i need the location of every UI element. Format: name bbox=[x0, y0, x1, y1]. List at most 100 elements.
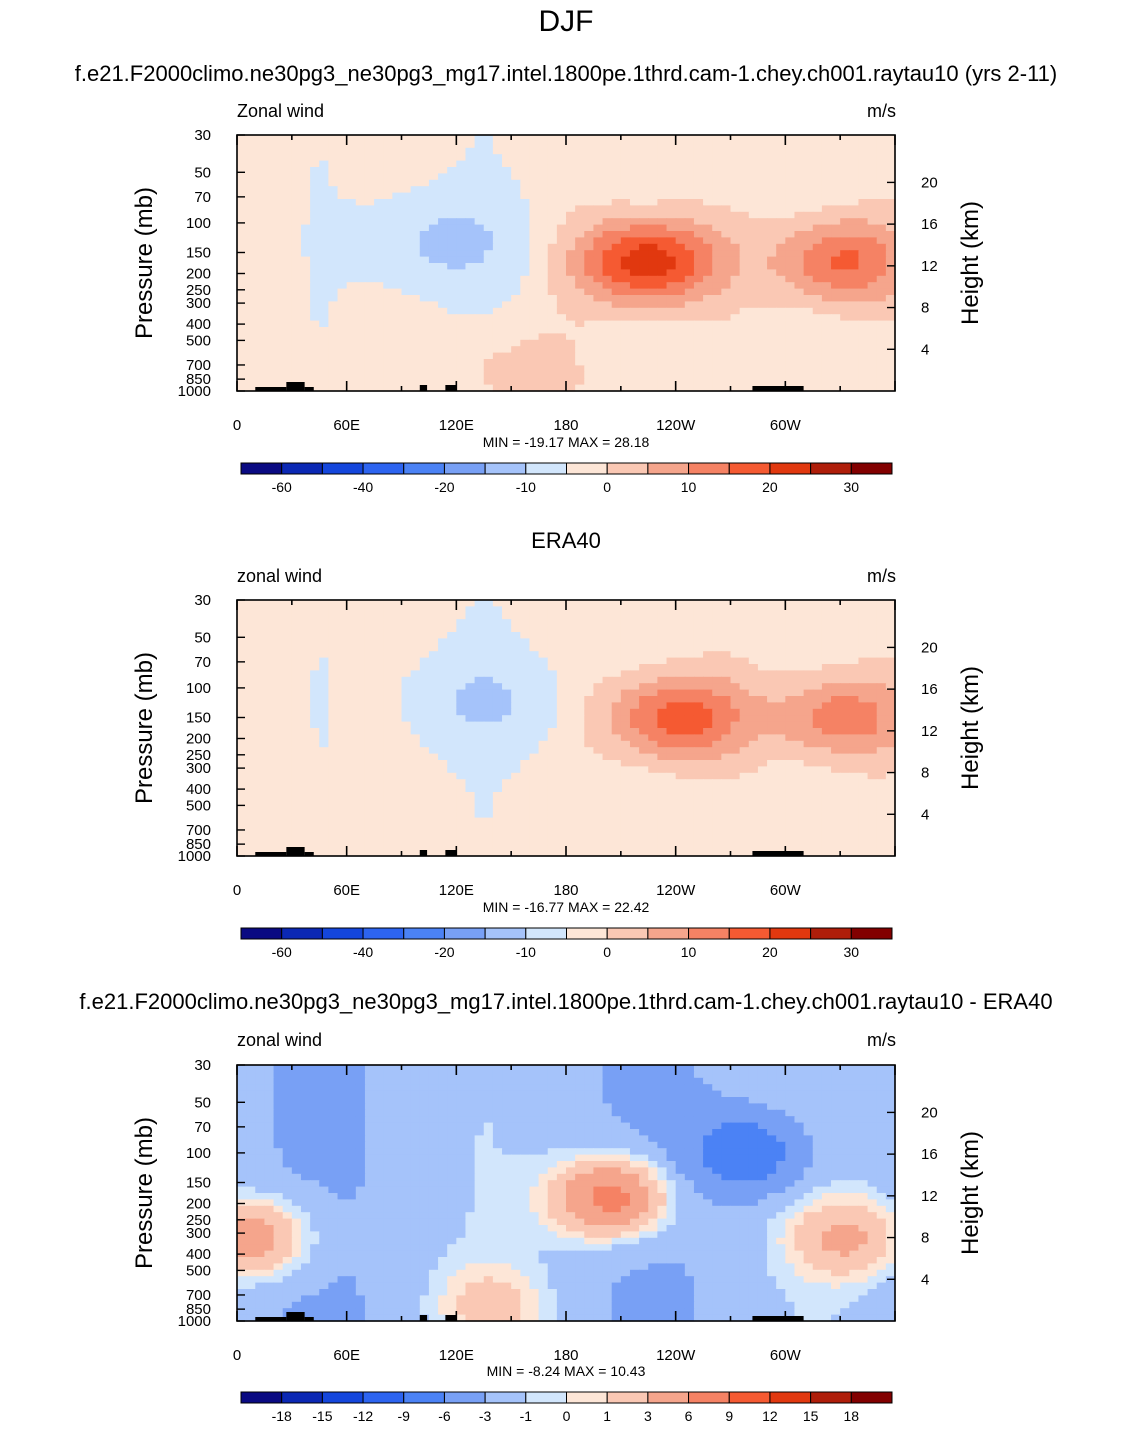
field-cell bbox=[831, 378, 841, 385]
field-cell bbox=[374, 269, 384, 276]
field-cell bbox=[886, 141, 896, 148]
field-cell bbox=[721, 327, 731, 334]
field-cell bbox=[411, 747, 421, 754]
field-cell bbox=[429, 359, 439, 366]
field-cell bbox=[246, 205, 256, 212]
field-cell bbox=[338, 741, 348, 748]
field-cell bbox=[328, 148, 338, 155]
field-cell bbox=[465, 225, 475, 232]
field-cell bbox=[347, 638, 357, 645]
field-cell bbox=[511, 250, 521, 257]
field-cell bbox=[264, 619, 274, 626]
field-cell bbox=[785, 225, 795, 232]
field-cell bbox=[657, 237, 667, 244]
field-cell bbox=[319, 231, 329, 238]
field-cell bbox=[676, 225, 686, 232]
field-cell bbox=[776, 308, 786, 315]
field-cell bbox=[402, 186, 412, 193]
field-cell bbox=[584, 372, 594, 379]
field-cell bbox=[886, 269, 896, 276]
field-cell bbox=[392, 359, 402, 366]
field-cell bbox=[548, 148, 558, 155]
colorbar-swatch bbox=[729, 463, 770, 474]
field-cell bbox=[402, 263, 412, 270]
field-cell bbox=[868, 613, 878, 620]
field-cell bbox=[685, 353, 695, 360]
field-cell bbox=[813, 696, 823, 703]
field-cell bbox=[310, 193, 320, 200]
field-cell bbox=[584, 754, 594, 761]
field-cell bbox=[365, 141, 375, 148]
field-cell bbox=[886, 148, 896, 155]
field-cell bbox=[511, 276, 521, 283]
field-cell bbox=[813, 702, 823, 709]
field-cell bbox=[539, 225, 549, 232]
field-cell bbox=[347, 314, 357, 321]
field-cell bbox=[694, 327, 704, 334]
field-cell bbox=[840, 683, 850, 690]
field-cell bbox=[584, 161, 594, 168]
field-cell bbox=[667, 722, 677, 729]
field-cell bbox=[420, 728, 430, 735]
field-cell bbox=[493, 734, 503, 741]
field-cell bbox=[356, 167, 366, 174]
field-cell bbox=[813, 670, 823, 677]
field-cell bbox=[264, 321, 274, 328]
field-cell bbox=[868, 257, 878, 264]
field-cell bbox=[849, 353, 859, 360]
field-cell bbox=[767, 308, 777, 315]
field-cell bbox=[612, 638, 622, 645]
field-cell bbox=[868, 378, 878, 385]
field-cell bbox=[694, 747, 704, 754]
field-cell bbox=[858, 237, 868, 244]
field-cell bbox=[566, 148, 576, 155]
field-cell bbox=[566, 690, 576, 697]
field-cell bbox=[566, 180, 576, 187]
field-cell bbox=[429, 308, 439, 315]
field-cell bbox=[310, 683, 320, 690]
field-cell bbox=[776, 231, 786, 238]
field-cell bbox=[813, 645, 823, 652]
field-cell bbox=[849, 257, 859, 264]
field-cell bbox=[520, 282, 530, 289]
field-cell bbox=[383, 664, 393, 671]
field-cell bbox=[731, 741, 741, 748]
field-cell bbox=[648, 359, 658, 366]
field-cell bbox=[255, 205, 265, 212]
field-cell bbox=[575, 289, 585, 296]
field-cell bbox=[858, 760, 868, 767]
field-cell bbox=[493, 321, 503, 328]
field-cell bbox=[493, 773, 503, 780]
field-cell bbox=[402, 269, 412, 276]
field-cell bbox=[255, 186, 265, 193]
field-cell bbox=[794, 257, 804, 264]
field-cell bbox=[657, 301, 667, 308]
field-cell bbox=[456, 702, 466, 709]
field-cell bbox=[712, 760, 722, 767]
field-cell bbox=[301, 218, 311, 225]
field-cell bbox=[264, 747, 274, 754]
field-cell bbox=[630, 359, 640, 366]
field-cell bbox=[347, 728, 357, 735]
field-cell bbox=[438, 766, 448, 773]
field-cell bbox=[667, 340, 677, 347]
field-cell bbox=[557, 372, 567, 379]
field-cell bbox=[694, 269, 704, 276]
field-cell bbox=[392, 205, 402, 212]
field-cell bbox=[612, 626, 622, 633]
field-cell bbox=[520, 148, 530, 155]
field-cell bbox=[475, 269, 485, 276]
field-cell bbox=[255, 773, 265, 780]
field-cell bbox=[246, 321, 256, 328]
field-cell bbox=[529, 677, 539, 684]
field-cell bbox=[886, 225, 896, 232]
field-cell bbox=[703, 741, 713, 748]
field-cell bbox=[794, 696, 804, 703]
field-cell bbox=[831, 269, 841, 276]
field-cell bbox=[685, 135, 695, 142]
field-cell bbox=[429, 237, 439, 244]
field-cell bbox=[667, 346, 677, 353]
field-cell bbox=[420, 167, 430, 174]
field-cell bbox=[411, 218, 421, 225]
field-cell bbox=[338, 670, 348, 677]
